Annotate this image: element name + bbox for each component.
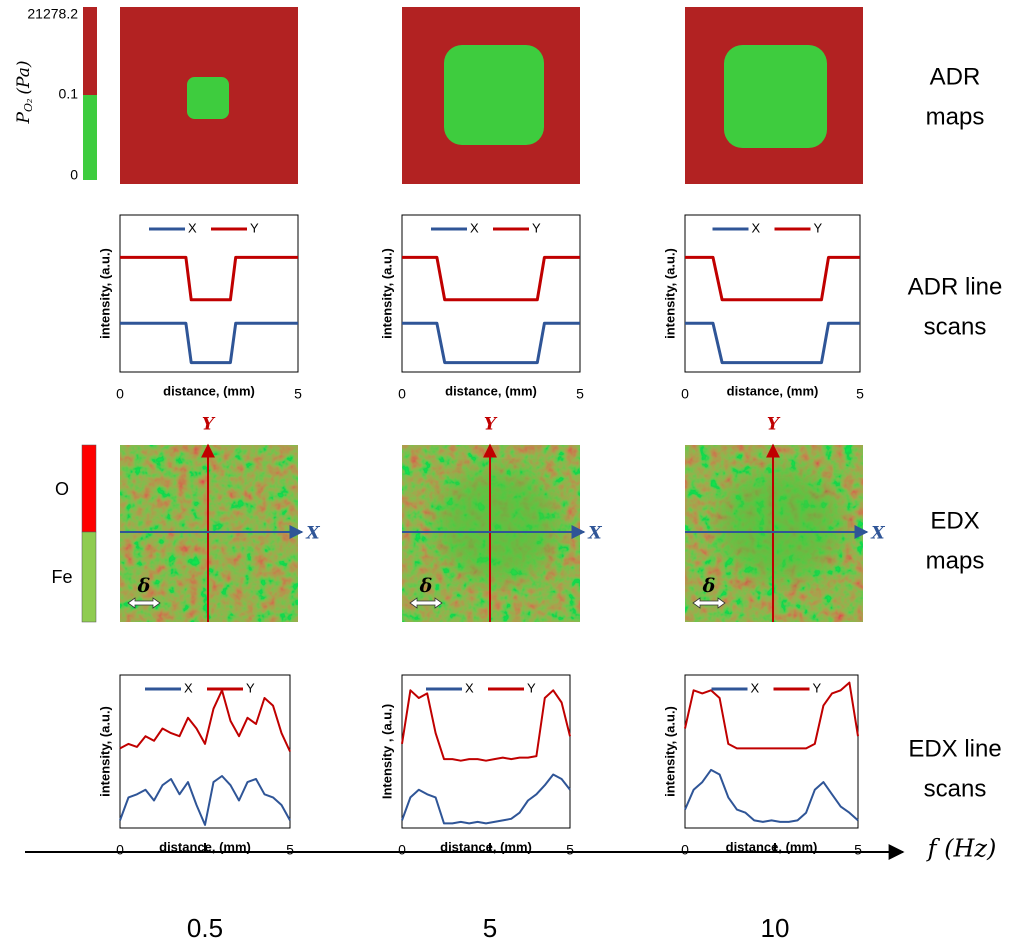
y-axis-label: intensity, (a.u.) [662,706,677,797]
row-label: EDX line [908,735,1001,762]
x-tick-label: 0 [116,842,124,858]
adr-map-region [724,45,827,148]
edx-colorbar-o [81,444,97,533]
series-line [402,255,580,302]
series-line [119,775,291,826]
series-line [684,681,859,750]
colorbar-label-part: (Pa) [14,61,34,95]
legend-label: X [470,220,479,235]
x-tick-label: 0 [681,842,689,858]
edx-colorbar-fe [81,531,97,623]
edx-y-label: Y [767,415,781,435]
legend-label: Y [813,680,822,695]
plot-frame [684,214,861,373]
legend-label: X [751,680,760,695]
plot-frame [401,674,571,829]
edx-y-label: Y [202,415,216,435]
colorbar-tick-label: 0.1 [59,86,79,102]
colorbar-tick-label: 21278.2 [27,6,78,22]
colorbar-label-part: P [14,111,34,124]
x-axis-label: distance, (mm) [727,383,819,398]
edx-y-label: Y [484,415,498,435]
colorbar-tick-label: 0 [70,167,78,183]
series-line [685,321,860,365]
x-axis-label: distance, (mm) [726,839,818,854]
scale-arrow [409,597,443,609]
x-tick-label: 0 [398,386,406,402]
y-axis-label: intensity, (a.u.) [662,248,677,339]
adr-map-region [444,45,544,145]
legend-label: Y [250,220,259,235]
legend-label: Y [814,220,823,235]
scale-label: δ [419,575,433,597]
x-tick-label: 5 [286,842,294,858]
x-tick-label: 5 [294,386,302,402]
x-tick-label: 5 [854,842,862,858]
legend-label: X [188,220,197,235]
edx-map-region [720,470,840,580]
x-tick-label: 0 [681,386,689,402]
adr-map-region [187,77,229,119]
x-axis-label: distance, (mm) [445,383,537,398]
edx-x-label: X [870,524,885,544]
row-label: maps [926,103,985,130]
frequency-tick-label: 0.5 [187,913,223,943]
row-label: scans [924,775,987,802]
edx-x-label: X [587,524,602,544]
edx-colorbar-label: Fe [51,567,72,587]
x-axis-label: distance, (mm) [440,839,532,854]
colorbar-label: PO₂ (Pa) [14,61,36,125]
colorbar-label-part: O₂ [22,99,35,112]
y-axis-label: intensity, (a.u.) [97,248,112,339]
plot-frame [119,674,291,829]
y-axis-label: intensity, (a.u.) [97,706,112,797]
legend-label: X [184,680,193,695]
frequency-tick-label: 10 [761,913,790,943]
plot-frame [401,214,581,373]
x-tick-label: 0 [116,386,124,402]
x-tick-label: 5 [856,386,864,402]
y-axis-label: intensity, (a.u.) [379,248,394,339]
colorbar-low [83,95,97,180]
x-tick-label: 0 [398,842,406,858]
row-label: ADR line [908,273,1003,300]
colorbar-high [83,7,97,95]
row-label: scans [924,313,987,340]
row-label: maps [926,547,985,574]
scale-arrow [127,597,161,609]
series-line [120,321,298,365]
series-line [685,255,860,302]
series-line [402,321,580,365]
plot-frame [119,214,299,373]
scale-label: δ [702,575,716,597]
frequency-axis-label: f (Hz) [926,835,997,863]
edx-colorbar-label: O [55,479,69,499]
x-axis-label: distance, (mm) [163,383,255,398]
row-label: EDX [930,507,979,534]
scale-arrow [692,597,726,609]
legend-label: Y [246,680,255,695]
edx-x-label: X [305,524,320,544]
frequency-tick-label: 5 [483,913,497,943]
series-line [120,255,298,302]
series-line [684,768,859,823]
plot-frame [684,674,859,829]
series-line [401,689,571,762]
row-label: ADR [930,63,981,90]
x-tick-label: 5 [576,386,584,402]
series-line [401,773,571,825]
y-axis-label: Intensity , (a.u.) [379,704,394,799]
x-tick-label: 5 [566,842,574,858]
legend-label: X [752,220,761,235]
legend-label: Y [527,680,536,695]
scale-label: δ [137,575,151,597]
series-line [119,689,291,752]
legend-label: X [465,680,474,695]
edx-map-region [437,470,557,580]
legend-label: Y [532,220,541,235]
